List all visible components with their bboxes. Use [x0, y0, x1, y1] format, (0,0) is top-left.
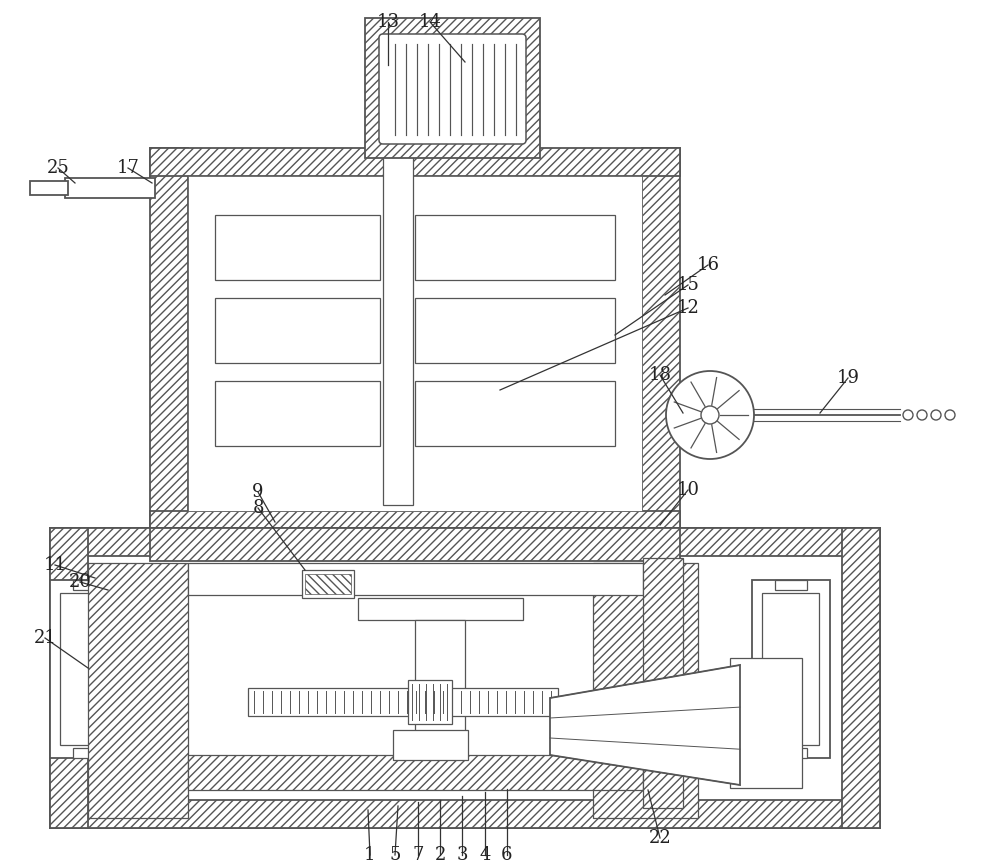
Text: 8: 8	[252, 499, 264, 517]
Bar	[593, 563, 698, 818]
Bar	[842, 528, 880, 828]
Text: 21: 21	[34, 629, 56, 647]
Bar	[730, 658, 802, 788]
Circle shape	[931, 410, 941, 420]
Bar	[215, 215, 380, 280]
Bar	[73, 748, 105, 758]
Bar	[415, 298, 615, 363]
Text: 22: 22	[649, 829, 671, 847]
Bar	[643, 558, 683, 808]
Text: 13: 13	[376, 13, 400, 31]
Text: 3: 3	[456, 846, 468, 864]
Text: 7: 7	[412, 846, 424, 864]
Text: 1: 1	[364, 846, 376, 864]
Text: 17: 17	[117, 159, 139, 177]
Bar	[393, 730, 468, 760]
Bar	[150, 148, 680, 176]
Bar	[188, 176, 642, 511]
Bar	[65, 178, 155, 198]
Bar	[215, 381, 380, 446]
Circle shape	[666, 371, 754, 459]
Polygon shape	[550, 665, 740, 785]
Bar	[248, 688, 558, 716]
Circle shape	[903, 410, 913, 420]
Bar	[762, 593, 819, 745]
Text: 12: 12	[677, 299, 699, 317]
Bar	[60, 593, 117, 745]
Text: 15: 15	[677, 276, 699, 294]
Bar	[358, 598, 523, 620]
Text: 11: 11	[44, 556, 66, 574]
Text: 20: 20	[69, 573, 91, 591]
Text: 18: 18	[648, 366, 672, 384]
Text: 19: 19	[836, 369, 860, 387]
Bar	[50, 528, 88, 828]
Text: 14: 14	[419, 13, 441, 31]
Bar	[150, 511, 680, 533]
Bar	[188, 563, 643, 595]
Circle shape	[945, 410, 955, 420]
Text: 9: 9	[252, 483, 264, 501]
Bar	[415, 215, 615, 280]
Bar	[305, 574, 351, 594]
Bar	[150, 528, 680, 561]
Bar	[50, 800, 880, 828]
Bar	[642, 148, 680, 533]
Bar	[752, 580, 830, 758]
Bar	[50, 580, 128, 758]
Bar	[215, 298, 380, 363]
Text: 4: 4	[479, 846, 491, 864]
Text: 2: 2	[434, 846, 446, 864]
Bar	[415, 381, 615, 446]
Bar	[50, 528, 880, 556]
Bar	[408, 680, 452, 724]
Bar	[415, 620, 465, 758]
Bar	[188, 755, 643, 790]
Bar	[30, 181, 68, 195]
Bar	[88, 563, 188, 818]
Bar	[775, 748, 807, 758]
FancyBboxPatch shape	[379, 34, 526, 144]
Text: 16: 16	[696, 256, 720, 274]
Text: 25: 25	[47, 159, 69, 177]
Circle shape	[917, 410, 927, 420]
Bar	[365, 18, 540, 158]
Bar	[50, 528, 880, 828]
Circle shape	[701, 406, 719, 424]
Text: 5: 5	[389, 846, 401, 864]
Bar	[775, 580, 807, 590]
Bar	[302, 570, 354, 598]
Bar	[383, 155, 413, 505]
Bar	[150, 148, 188, 533]
Bar	[73, 580, 105, 590]
Text: 6: 6	[501, 846, 513, 864]
Text: 10: 10	[676, 481, 700, 499]
